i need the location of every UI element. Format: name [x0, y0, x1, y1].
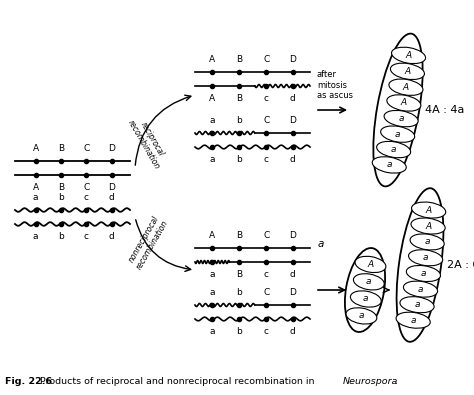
Text: b: b: [58, 232, 64, 241]
Text: a: a: [210, 155, 215, 164]
Text: D: D: [289, 116, 296, 125]
Text: c: c: [264, 94, 269, 103]
Text: A: A: [425, 222, 431, 231]
Ellipse shape: [400, 297, 434, 313]
Ellipse shape: [354, 274, 384, 290]
Text: c: c: [264, 327, 269, 336]
Text: c: c: [264, 155, 269, 164]
Text: B: B: [236, 270, 242, 279]
Text: A: A: [33, 183, 39, 192]
Text: a: a: [210, 288, 215, 297]
Text: b: b: [236, 116, 242, 125]
Ellipse shape: [346, 308, 377, 324]
Ellipse shape: [350, 291, 381, 307]
Text: a: a: [359, 311, 364, 320]
Text: C: C: [263, 116, 269, 125]
Text: a: a: [414, 300, 420, 309]
Text: d: d: [109, 232, 115, 241]
Text: a: a: [33, 193, 38, 202]
Text: a: a: [386, 160, 392, 169]
Text: Products of reciprocal and nonreciprocal recombination in: Products of reciprocal and nonreciprocal…: [37, 378, 318, 386]
Ellipse shape: [387, 95, 421, 111]
Text: d: d: [290, 94, 296, 103]
Text: A: A: [426, 205, 432, 214]
Text: a: a: [423, 253, 428, 262]
Text: C: C: [83, 183, 90, 192]
Text: D: D: [108, 183, 115, 192]
Text: A: A: [209, 55, 215, 64]
Text: 2A : 6a: 2A : 6a: [447, 260, 474, 270]
Text: a: a: [424, 237, 430, 246]
Ellipse shape: [372, 157, 406, 173]
Text: A: A: [367, 260, 374, 269]
Ellipse shape: [411, 218, 445, 234]
Text: a: a: [210, 116, 215, 125]
Text: D: D: [289, 55, 296, 64]
Text: B: B: [58, 183, 64, 192]
Text: D: D: [289, 288, 296, 297]
Text: B: B: [236, 94, 242, 103]
Text: A: A: [405, 51, 411, 60]
Text: c: c: [84, 193, 89, 202]
Text: a: a: [391, 145, 396, 154]
Ellipse shape: [392, 47, 426, 64]
Text: C: C: [263, 55, 269, 64]
Text: a: a: [366, 277, 372, 286]
Text: C: C: [83, 144, 90, 153]
Text: B: B: [236, 231, 242, 240]
Text: A: A: [403, 83, 409, 92]
Text: D: D: [108, 144, 115, 153]
Ellipse shape: [377, 141, 410, 158]
Text: B: B: [236, 55, 242, 64]
Text: b: b: [236, 155, 242, 164]
Text: a: a: [398, 114, 404, 123]
Text: d: d: [290, 270, 296, 279]
Text: reciprocal
recombination: reciprocal recombination: [126, 113, 170, 171]
Ellipse shape: [384, 111, 418, 127]
Text: a: a: [395, 130, 401, 139]
Text: A: A: [209, 231, 215, 240]
Ellipse shape: [381, 126, 415, 142]
Text: nonreciprocal
recombination: nonreciprocal recombination: [126, 213, 170, 271]
Text: a: a: [210, 327, 215, 336]
Text: C: C: [263, 231, 269, 240]
Text: a: a: [318, 239, 324, 249]
Text: a: a: [33, 232, 38, 241]
Text: d: d: [290, 327, 296, 336]
Text: b: b: [58, 193, 64, 202]
Text: .: .: [395, 378, 398, 386]
Text: D: D: [289, 231, 296, 240]
Text: a: a: [420, 269, 426, 278]
Ellipse shape: [355, 256, 386, 273]
Text: a: a: [410, 316, 416, 325]
Ellipse shape: [411, 202, 446, 218]
Text: b: b: [236, 327, 242, 336]
Text: A: A: [404, 67, 410, 76]
Text: a: a: [210, 270, 215, 279]
Text: A: A: [33, 144, 39, 153]
Text: Neurospora: Neurospora: [343, 378, 398, 386]
Ellipse shape: [406, 265, 440, 282]
Text: 4A : 4a: 4A : 4a: [425, 105, 465, 115]
Ellipse shape: [410, 234, 444, 250]
Text: c: c: [264, 270, 269, 279]
Text: A: A: [209, 94, 215, 103]
Text: c: c: [84, 232, 89, 241]
Text: a: a: [418, 285, 423, 293]
Ellipse shape: [403, 281, 438, 297]
Text: a: a: [363, 295, 369, 303]
Ellipse shape: [396, 312, 430, 328]
Ellipse shape: [389, 79, 423, 96]
Text: A: A: [401, 98, 407, 107]
Text: d: d: [109, 193, 115, 202]
Text: after
mitosis
as ascus: after mitosis as ascus: [317, 70, 353, 100]
Text: B: B: [58, 144, 64, 153]
Ellipse shape: [409, 250, 443, 266]
Text: b: b: [236, 288, 242, 297]
Ellipse shape: [391, 63, 424, 79]
Text: Fig. 22.6: Fig. 22.6: [5, 378, 52, 386]
Text: C: C: [263, 288, 269, 297]
Text: d: d: [290, 155, 296, 164]
